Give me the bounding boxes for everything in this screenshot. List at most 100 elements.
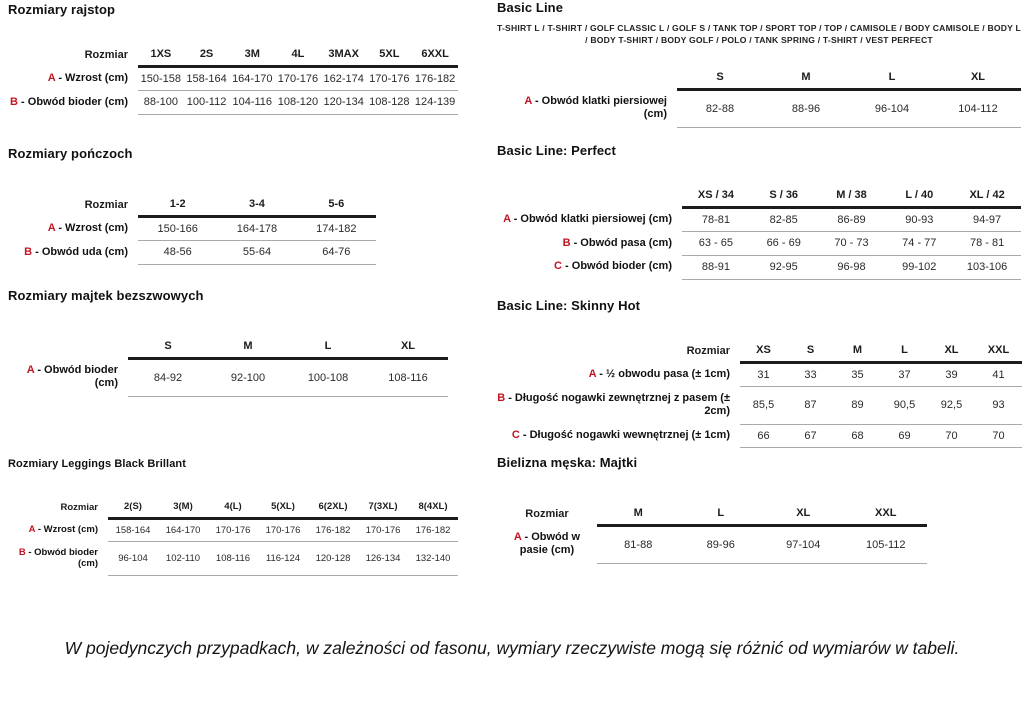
size-value-cell: 90,5: [881, 386, 928, 425]
size-value-cell: 89: [834, 386, 881, 425]
header-row: XS / 34 S / 36 M / 38 L / 40 XL / 42: [497, 184, 1021, 209]
measure-label: B - Obwód uda (cm): [24, 245, 128, 258]
size-column-header: XXL: [975, 339, 1022, 364]
size-value-cell: 90-93: [885, 207, 954, 232]
size-column-corner-label: Rozmiar: [686, 344, 730, 357]
size-column-header: 2S: [183, 43, 230, 68]
size-value-cell: 150-166: [138, 216, 218, 241]
size-column-header: XS / 34: [682, 184, 750, 209]
size-value-cell: 74 - 77: [885, 231, 954, 256]
size-value-cell: 105-112: [844, 525, 927, 564]
size-value-cell: 100-108: [288, 358, 368, 397]
table-row: A - Wzrost (cm) 150-158 158-164 164-170 170-…: [8, 66, 458, 91]
size-value-cell: 150-158: [138, 66, 184, 91]
size-column-header: L: [849, 66, 935, 92]
size-value-cell: 164-170: [229, 66, 276, 91]
table-row: A - ½ obwodu pasa (± 1cm) 31 33 35 37 39 41: [492, 362, 1022, 387]
size-value-cell: 33: [787, 362, 834, 387]
size-value-cell: 170-176: [275, 66, 321, 91]
section-basic-line: Basic Line T-SHIRT L / T-SHIRT / GOLF CL…: [497, 0, 1021, 128]
size-value-cell: 78 - 81: [953, 231, 1021, 256]
size-table: Rozmiar M L XL XXL A - Obwód w pasie (cm) 81-8…: [497, 502, 927, 564]
size-table: S M L XL A - Obwód klatki piersiowej (cm) 82-…: [497, 66, 1021, 128]
table-row: C - Długość nogawki wewnętrznej (± 1cm) 6…: [492, 424, 1022, 449]
measure-label: B - Obwód bioder (cm): [10, 95, 128, 108]
size-table: Rozmiar 2(S) 3(M) 4(L) 5(XL) 6(2XL) 7(3XL) 8(4X…: [8, 496, 458, 576]
size-column-header: 1-2: [138, 193, 218, 218]
size-column-header: S: [787, 339, 834, 364]
measure-letter: B: [18, 546, 26, 558]
size-value-cell: 174-182: [296, 216, 376, 241]
size-value-cell: 63 - 65: [682, 231, 750, 256]
section-title-leggings: Rozmiary Leggings Black Brillant: [8, 458, 187, 470]
section-title-ponczochy: Rozmiary pończoch: [8, 146, 133, 161]
size-column-header: L: [679, 502, 762, 527]
size-column-header: S / 36: [749, 184, 818, 209]
section-rozmiary-rajstop: Rozmiary rajstop Rozmiar 1XS 2S 3M 4L 3MAX 5XL…: [8, 2, 458, 115]
size-value-cell: 158-164: [183, 66, 230, 91]
measure-label: B - Obwód pasa (cm): [562, 236, 672, 249]
size-column-corner-label: Rozmiar: [525, 507, 569, 520]
size-column-header: XS: [740, 339, 787, 364]
measure-letter: B: [24, 245, 33, 258]
measure-label: A - Obwód klatki piersiowej (cm): [503, 212, 672, 225]
size-value-cell: 96-104: [849, 89, 935, 128]
size-value-cell: 94-97: [953, 207, 1021, 232]
measure-letter: A: [524, 94, 532, 107]
measure-letter: A: [26, 363, 35, 376]
size-column-corner-label: [497, 66, 677, 90]
size-value-cell: 164-178: [217, 216, 297, 241]
size-column-header: 3-4: [217, 193, 297, 218]
size-value-cell: 162-174: [320, 66, 367, 91]
measure-label: C - Długość nogawki wewnętrznej (± 1cm): [511, 429, 730, 441]
size-value-cell: 176-182: [412, 66, 458, 91]
table-row: A - Obwód klatki piersiowej (cm) 82-88 88-…: [497, 89, 1021, 128]
size-value-cell: 92-95: [749, 255, 818, 280]
size-column-header: 1XS: [138, 43, 184, 68]
header-row: S M L XL: [8, 335, 448, 360]
size-value-cell: 82-85: [749, 207, 818, 232]
size-column-header: XL: [762, 502, 845, 527]
table-row: B - Długość nogawki zewnętrznej z pasem …: [492, 386, 1022, 425]
size-value-cell: 96-98: [817, 255, 886, 280]
measure-label: A - Obwód klatki piersiowej (cm): [524, 94, 667, 121]
size-value-cell: 104-112: [935, 89, 1021, 128]
basic-line-products-list: T-SHIRT L / T-SHIRT / GOLF CLASSIC L / G…: [497, 23, 1021, 45]
measure-label: B - Obwód bioder (cm): [18, 546, 98, 570]
size-column-corner-label: Rozmiar: [84, 198, 128, 211]
measure-label: A - Obwód bioder (cm): [26, 363, 118, 390]
size-column-corner-label: [8, 335, 128, 359]
size-value-cell: 87: [787, 386, 834, 425]
size-column-header: 4L: [275, 43, 321, 68]
size-value-cell: 66 - 69: [749, 231, 818, 256]
measure-letter: B: [562, 236, 571, 249]
measure-label: B - Długość nogawki zewnętrznej z pasem …: [497, 391, 730, 418]
size-value-cell: 93: [975, 386, 1022, 425]
size-value-cell: 103-106: [953, 255, 1021, 280]
size-value-cell: 31: [740, 362, 787, 387]
size-column-header: 2(S): [108, 496, 158, 520]
size-value-cell: 108-116: [208, 541, 258, 576]
measure-label: A - ½ obwodu pasa (± 1cm): [588, 367, 730, 380]
size-table: Rozmiar XS S M L XL XXL A - ½ obwodu pasa (± 1c…: [492, 339, 1022, 449]
measure-label: A - Obwód w pasie (cm): [513, 530, 581, 557]
size-column-header: XL: [928, 339, 975, 364]
size-column-header: 6XXL: [412, 43, 458, 68]
size-value-cell: 104-116: [229, 90, 276, 115]
table-row: C - Obwód bioder (cm) 88-91 92-95 96-98 99-1…: [497, 255, 1021, 280]
measure-letter: C: [511, 429, 520, 441]
section-rozmiary-ponczoch: Rozmiary pończoch Rozmiar 1-2 3-4 5-6 A - Wz…: [8, 146, 376, 265]
size-column-header: L: [881, 339, 928, 364]
size-column-header: M: [208, 335, 288, 360]
size-table: S M L XL A - Obwód bioder (cm) 84-92 92-100 100…: [8, 335, 448, 397]
section-title-bielizna-meska: Bielizna męska: Majtki: [497, 455, 638, 470]
header-row: Rozmiar XS S M L XL XXL: [492, 339, 1022, 364]
measure-label: A - Wzrost (cm): [47, 71, 128, 84]
size-column-corner-label: [497, 184, 682, 208]
size-value-cell: 176-182: [408, 518, 458, 542]
section-bielizna-meska-majtki: Bielizna męska: Majtki Rozmiar M L XL XXL A -…: [497, 455, 927, 564]
size-column-header: 4(L): [208, 496, 258, 520]
section-title-basic-line-skinny-hot: Basic Line: Skinny Hot: [497, 298, 641, 313]
size-value-cell: 88-100: [138, 90, 184, 115]
size-value-cell: 100-112: [183, 90, 230, 115]
